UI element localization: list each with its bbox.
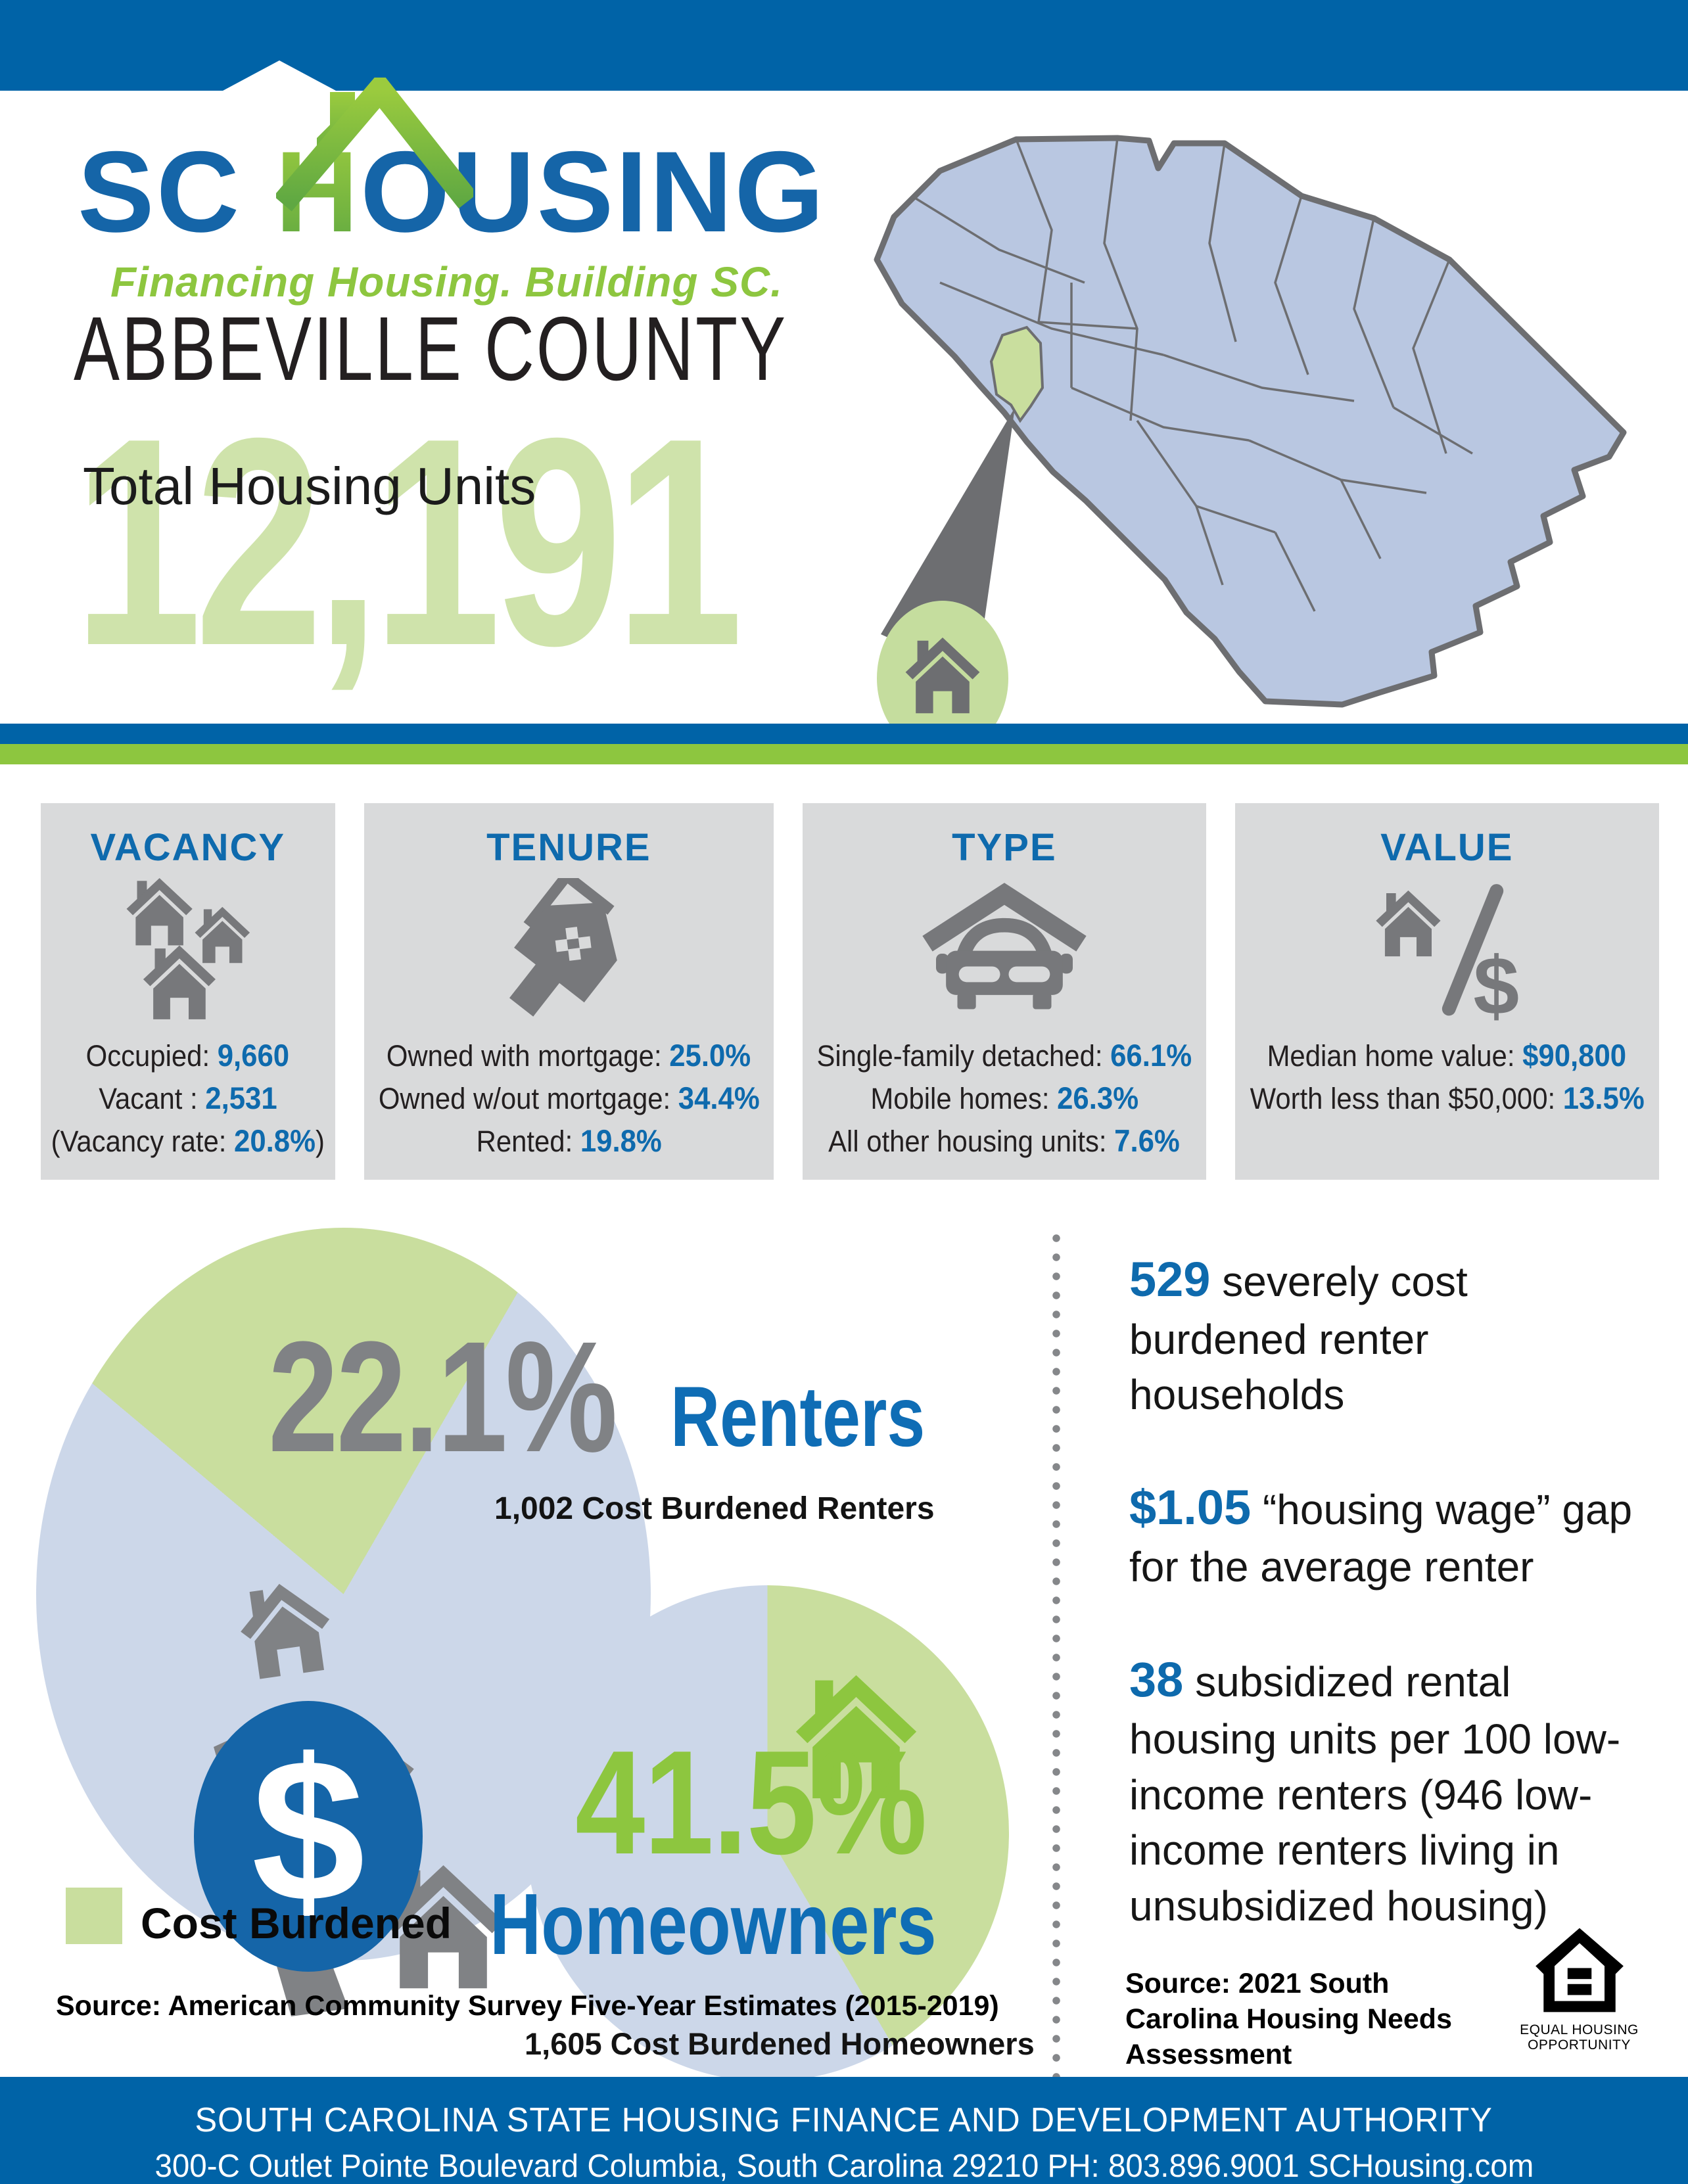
- dotted-divider: [1052, 1234, 1060, 2079]
- stat-severely-cost-burdened: 529 severely cost burdened renter househ…: [1129, 1252, 1468, 1419]
- stat-housing-wage-gap: $1.05 “housing wage” gap for the average…: [1129, 1479, 1633, 1591]
- state-outline: [874, 135, 1627, 708]
- vacancy-title: VACANCY: [90, 826, 286, 869]
- logo-tagline: Financing Housing. Building SC.: [110, 258, 783, 306]
- legend-label: Cost Burdened: [141, 1899, 452, 1948]
- value-box: VALUE $ Median home value: $90,800 Worth…: [1234, 803, 1659, 1180]
- type-title: TYPE: [952, 826, 1057, 869]
- vacancy-stats: Occupied: 9,660 Vacant : 2,531 (Vacancy …: [51, 1038, 325, 1158]
- roof-peak-notch: [223, 60, 336, 91]
- needs-assessment-source-note: Source: 2021 South Carolina Housing Need…: [1125, 1968, 1452, 2070]
- renters-detail: 1,002 Cost Burdened Renters: [494, 1491, 935, 1526]
- equal-housing-logo: EQUAL HOUSING OPPORTUNITY: [1509, 1926, 1650, 2053]
- value-title: VALUE: [1380, 826, 1514, 869]
- divider-green: [0, 744, 1688, 764]
- houses-icon: [41, 876, 335, 1031]
- total-units-label: Total Housing Units: [83, 457, 536, 515]
- footer-bar: SOUTH CAROLINA STATE HOUSING FINANCE AND…: [0, 2077, 1688, 2184]
- equal-housing-caption: EQUAL HOUSING OPPORTUNITY: [1520, 2022, 1639, 2053]
- cost-burdened-legend: Cost Burdened: [66, 1888, 452, 1948]
- renters-label: Renters: [670, 1368, 926, 1464]
- dollar-circle-icon: $: [194, 1701, 423, 1972]
- tenure-stats: Owned with mortgage: 25.0% Owned w/out m…: [378, 1038, 760, 1158]
- page-title: ABBEVILLE COUNTY: [74, 298, 788, 400]
- house-dollar-icon: $: [1235, 876, 1659, 1031]
- value-stats: Median home value: $90,800 Worth less th…: [1250, 1038, 1645, 1115]
- type-box: TYPE Single-family detached: 66.1% Mobil…: [803, 803, 1206, 1180]
- stat-subsidized-units: 38 subsidized rental housing units per 1…: [1129, 1652, 1621, 1930]
- equal-housing-house-icon: [1535, 1928, 1624, 2012]
- type-stats: Single-family detached: 66.1% Mobile hom…: [816, 1038, 1192, 1158]
- homeowners-percentage: 41.5%: [575, 1719, 927, 1885]
- renters-percentage: 22.1%: [268, 1309, 618, 1485]
- homeowners-detail: 1,605 Cost Burdened Homeowners: [525, 2026, 1035, 2061]
- abbeville-county-highlight: [989, 325, 1044, 423]
- house-key-icon: [364, 876, 774, 1031]
- legend-swatch: [66, 1888, 122, 1944]
- divider-blue: [0, 724, 1688, 744]
- acs-source-note: Source: American Community Survey Five-Y…: [56, 1990, 999, 2022]
- tenure-box: TENURE: [363, 803, 774, 1180]
- logo-sc: SC: [78, 128, 242, 256]
- carport-icon: [803, 876, 1206, 1031]
- homeowners-label: Homeowners: [490, 1876, 937, 1972]
- tenure-title: TENURE: [486, 826, 651, 869]
- footer-address-contact: 300-C Outlet Pointe Boulevard Columbia, …: [154, 2149, 1534, 2184]
- stat-boxes-row: VACANCY Occupied: 9,660 Vacant : 2,531 (…: [41, 803, 1659, 1180]
- total-units-number: 12,191: [74, 377, 743, 707]
- logo-roof-icon: [276, 78, 473, 212]
- homeowners-pie-chart: [526, 1585, 1009, 2081]
- key-stats-column: 529 severely cost burdened renter househ…: [1129, 1247, 1655, 1986]
- vacancy-box: VACANCY Occupied: 9,660 Vacant : 2,531 (…: [41, 803, 335, 1180]
- footer-authority-name: SOUTH CAROLINA STATE HOUSING FINANCE AND…: [195, 2101, 1493, 2139]
- county-borders: [913, 138, 1473, 612]
- svg-text:$: $: [1474, 939, 1520, 1029]
- south-carolina-county-map: [874, 135, 1627, 756]
